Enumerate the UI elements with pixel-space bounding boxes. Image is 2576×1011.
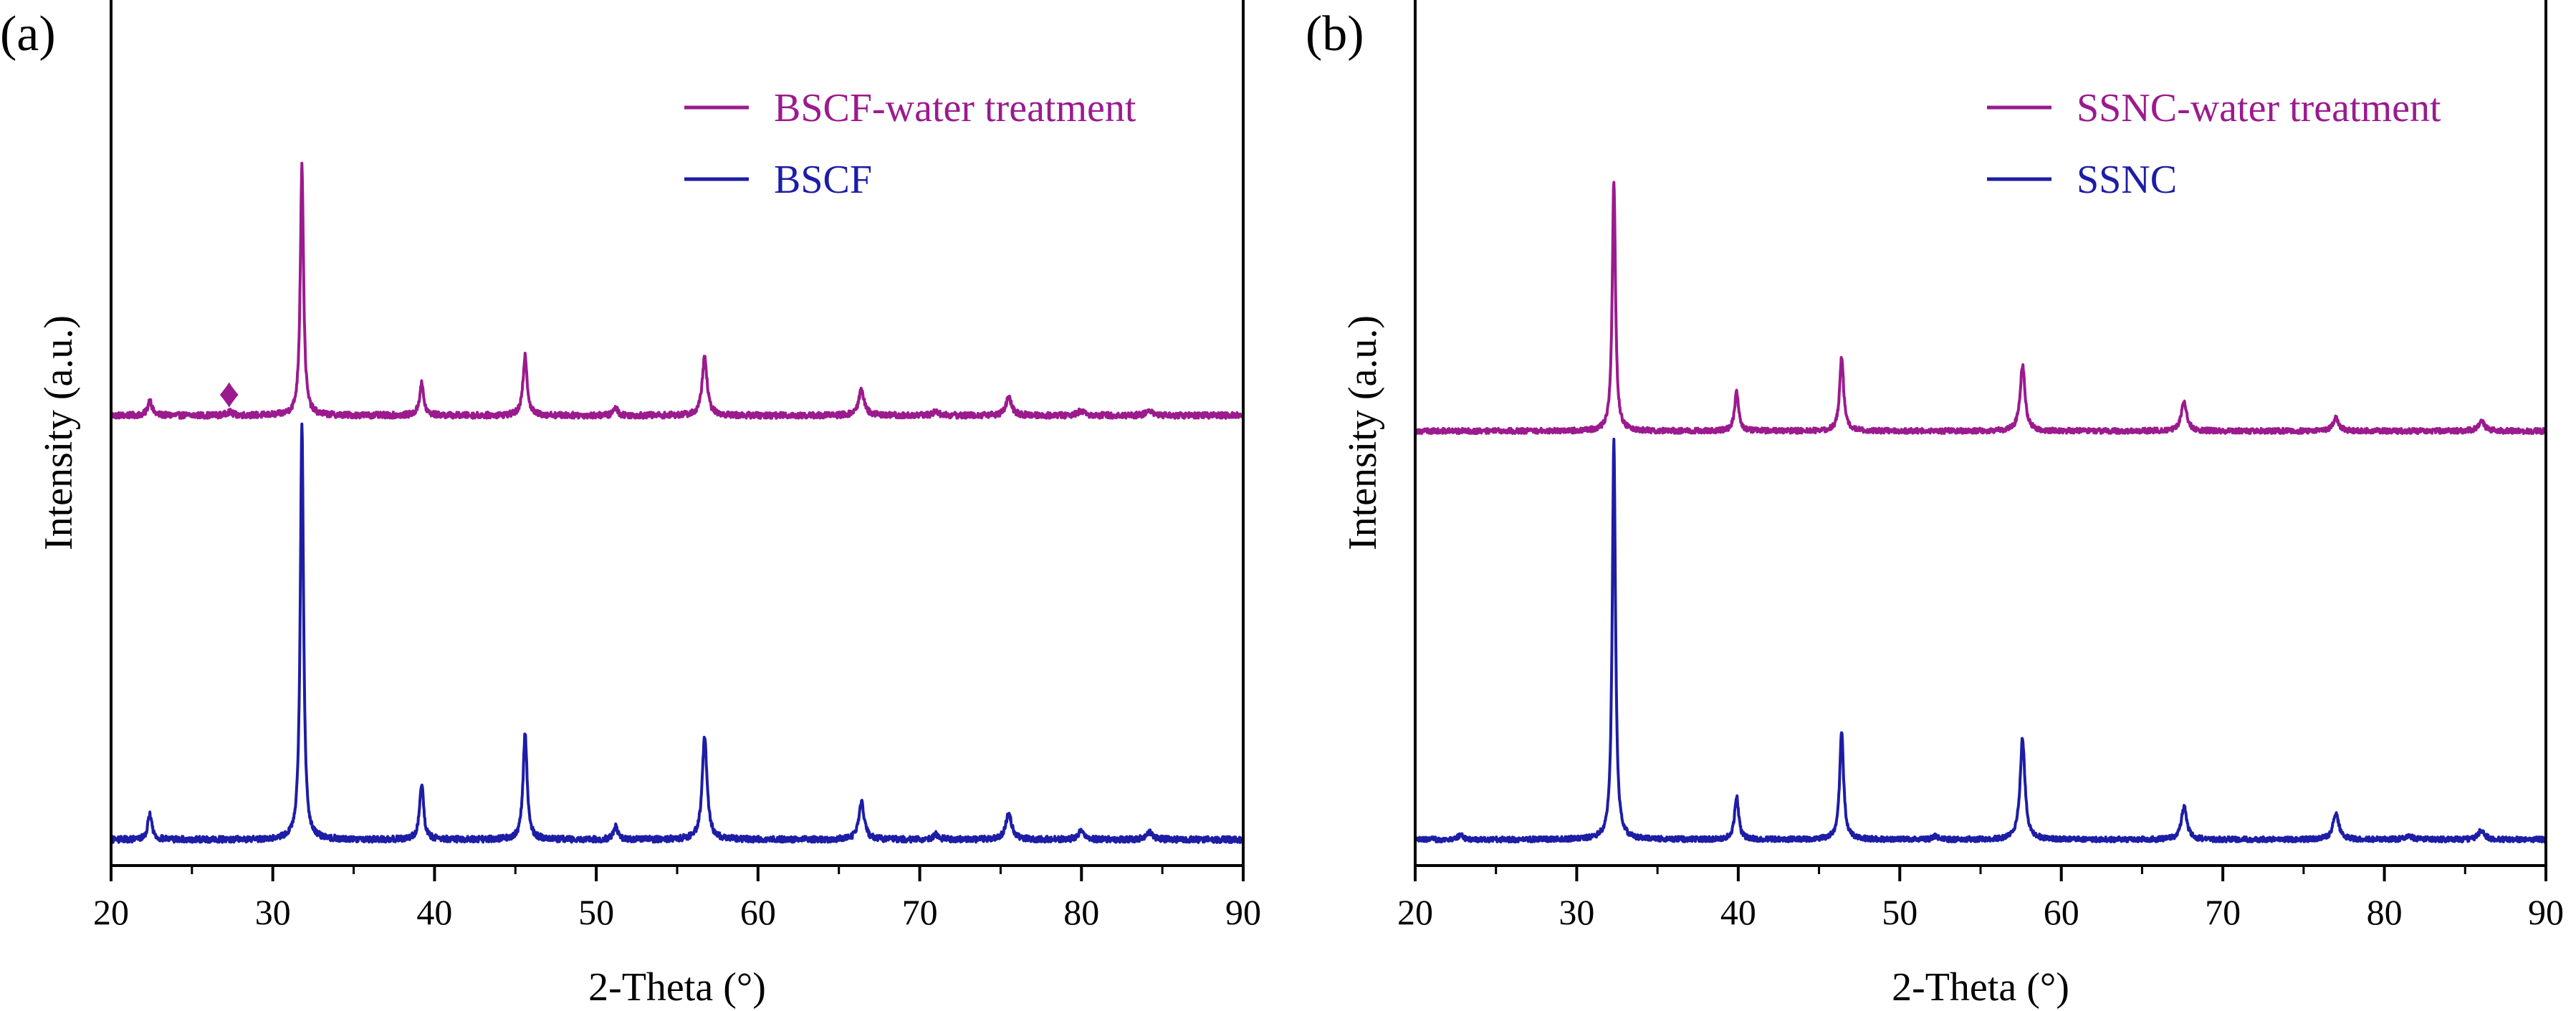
y-axis-title: Intensity (a.u.) bbox=[1341, 315, 1385, 550]
legend-label: BSCF bbox=[774, 158, 872, 202]
legend-label: SSNC-water treatment bbox=[2077, 86, 2441, 130]
x-tick-label: 60 bbox=[740, 892, 776, 932]
x-axis-title: 2-Theta (°) bbox=[588, 965, 766, 1010]
x-tick-label: 20 bbox=[93, 892, 129, 932]
y-axis-title: Intensity (a.u.) bbox=[37, 315, 81, 550]
series-line-bscf bbox=[110, 422, 1245, 844]
x-tick-label: 90 bbox=[2528, 892, 2564, 932]
x-tick-label: 40 bbox=[1720, 892, 1756, 932]
series-line-bscf-water-treatment bbox=[110, 161, 1245, 420]
panel-a: (a) ♦ 20 30 40 50 60 70 80 90 2-Theta (°) Intensity… bbox=[0, 0, 1261, 1010]
x-tick-label: 70 bbox=[2205, 892, 2241, 932]
panel-label: (b) bbox=[1306, 6, 1364, 62]
x-tick-label: 70 bbox=[902, 892, 938, 932]
x-axis-title: 2-Theta (°) bbox=[1892, 965, 2069, 1010]
x-tick-label: 60 bbox=[2044, 892, 2079, 932]
x-tick-label: 40 bbox=[416, 892, 452, 932]
x-tick-label: 80 bbox=[1063, 892, 1099, 932]
x-tick-label: 30 bbox=[1558, 892, 1594, 932]
series-line-ssnc-water-treatment bbox=[1414, 181, 2547, 436]
x-tick-label: 50 bbox=[578, 892, 614, 932]
impurity-diamond-marker: ♦ bbox=[219, 370, 240, 416]
x-tick-label: 30 bbox=[255, 892, 291, 932]
legend-label: BSCF-water treatment bbox=[774, 86, 1136, 130]
series-line-ssnc bbox=[1414, 437, 2547, 844]
panel-b: (b) 20 30 40 50 60 70 80 90 2-Theta (°) Intensity … bbox=[1306, 0, 2564, 1010]
x-tick-label: 50 bbox=[1882, 892, 1917, 932]
legend-label: SSNC bbox=[2077, 158, 2177, 202]
x-tick-label: 20 bbox=[1397, 892, 1433, 932]
x-tick-label: 90 bbox=[1225, 892, 1261, 932]
panel-label: (a) bbox=[0, 6, 56, 62]
x-tick-label: 80 bbox=[2367, 892, 2403, 932]
